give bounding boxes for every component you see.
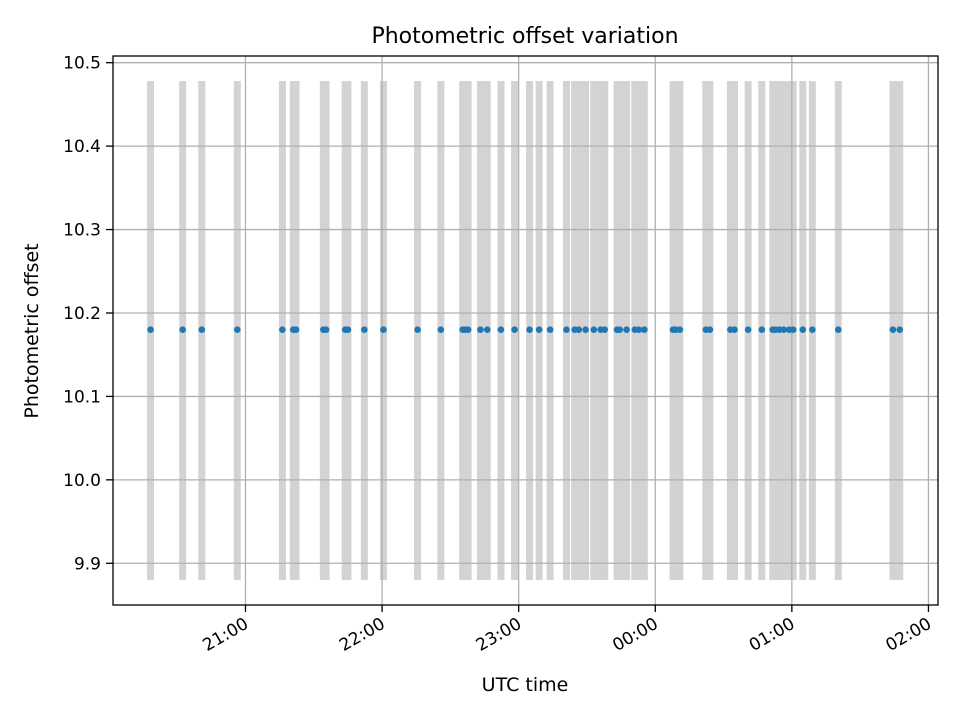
data-point-24: [546, 326, 554, 333]
data-point-27: [575, 326, 583, 333]
x-axis-label: UTC time: [482, 674, 569, 696]
y-tick-label-2: 10.1: [63, 387, 101, 407]
y-tick-label-6: 10.5: [63, 54, 101, 74]
y-tick-label-4: 10.3: [63, 221, 101, 241]
data-point-40: [676, 326, 684, 333]
x-tick-label-1: 22:00: [336, 614, 388, 656]
data-point-45: [744, 326, 752, 333]
data-point-6: [292, 326, 300, 333]
data-point-52: [789, 326, 797, 333]
data-point-10: [344, 326, 352, 333]
y-tick-label-0: 9.9: [74, 554, 101, 574]
x-tick-label-2: 23:00: [473, 614, 525, 656]
data-point-4: [279, 326, 286, 333]
x-axis-ticks: 21:00 22:00 23:00 00:00 01:00 02:00: [200, 605, 935, 656]
data-point-20: [497, 326, 505, 333]
x-tick-label-0: 21:00: [200, 614, 252, 656]
x-tick-label-3: 00:00: [609, 614, 661, 656]
data-point-50: [780, 326, 787, 333]
y-axis-ticks: 9.9 10.0 10.1 10.2 10.3 10.4 10.5: [63, 54, 113, 574]
data-point-12: [380, 326, 387, 333]
data-point-31: [601, 326, 609, 333]
data-point-36: [635, 326, 643, 333]
data-point-17: [464, 326, 472, 333]
x-tick-label-4: 01:00: [746, 614, 798, 656]
data-points: [147, 326, 904, 333]
data-point-18: [477, 326, 484, 333]
data-point-56: [889, 326, 897, 333]
y-axis-label: Photometric offset: [21, 243, 43, 418]
data-point-21: [511, 326, 518, 333]
data-point-1: [179, 326, 186, 333]
data-point-37: [641, 326, 648, 333]
data-point-11: [361, 326, 368, 333]
data-point-14: [437, 326, 445, 333]
grid: [113, 56, 938, 605]
data-point-13: [414, 326, 421, 333]
data-point-8: [322, 326, 330, 333]
data-point-44: [731, 326, 738, 333]
data-point-29: [590, 326, 598, 333]
data-point-22: [526, 326, 533, 333]
plot-frame: [112, 55, 939, 606]
data-point-25: [563, 326, 570, 333]
chart-title: Photometric offset variation: [371, 24, 678, 49]
data-point-46: [758, 326, 766, 333]
data-point-33: [616, 326, 624, 333]
data-point-0: [147, 326, 154, 333]
y-tick-label-5: 10.4: [63, 137, 101, 157]
data-point-55: [834, 326, 842, 333]
data-point-3: [233, 326, 241, 333]
y-tick-label-3: 10.2: [63, 304, 101, 324]
x-tick-label-5: 02:00: [883, 614, 935, 656]
data-point-28: [582, 326, 589, 333]
data-point-57: [896, 326, 904, 333]
data-point-34: [623, 326, 630, 333]
data-point-23: [535, 326, 543, 333]
data-point-19: [483, 326, 491, 333]
data-point-2: [198, 326, 206, 333]
y-tick-label-1: 10.0: [63, 471, 101, 491]
data-point-54: [809, 326, 816, 333]
data-point-53: [799, 326, 807, 333]
data-point-42: [706, 326, 714, 333]
